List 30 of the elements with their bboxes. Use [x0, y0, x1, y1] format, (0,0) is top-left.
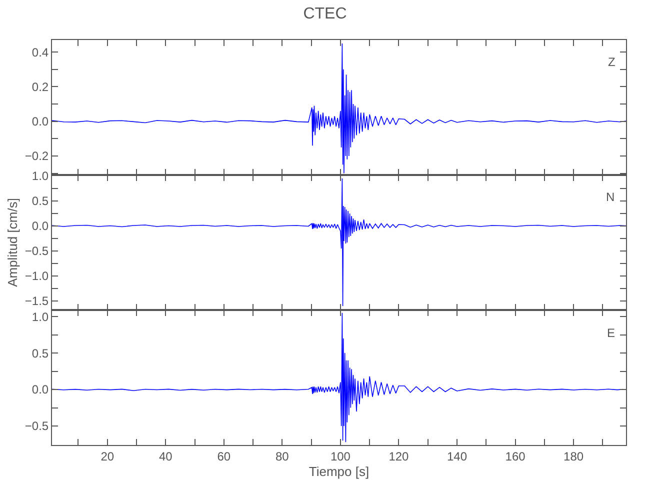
x-tick-label: 140	[446, 449, 468, 464]
y-tick-label: 0.4	[32, 45, 49, 60]
x-tick-label: 160	[505, 449, 526, 464]
y-tick-label: −0.5	[24, 244, 49, 258]
x-tick-label: 120	[388, 449, 410, 464]
x-tick-label: 20	[100, 449, 114, 464]
y-tick-label: −0.5	[24, 419, 49, 434]
y-tick-label: −1.5	[24, 294, 49, 308]
x-tick-label: 180	[564, 449, 584, 464]
x-tick-label: 60	[217, 449, 231, 464]
x-tick-label: 80	[276, 449, 290, 464]
y-tick-label: −1.0	[24, 269, 49, 284]
annotation: N	[606, 190, 615, 204]
y-tick-label: 1.0	[32, 169, 49, 184]
annotation: E	[607, 326, 616, 340]
x-tick-label: 100	[330, 449, 351, 464]
y-tick-label: −0.2	[24, 149, 49, 164]
x-tick-label: 40	[158, 449, 173, 464]
y-tick-label: 1.0	[32, 310, 49, 324]
y-tick-label: 0.0	[32, 219, 49, 234]
y-tick-label: 0.2	[32, 80, 49, 94]
y-tick-label: 0.5	[32, 194, 49, 208]
chart-title: CTEC	[303, 6, 347, 23]
y-tick-label: 0.5	[32, 346, 49, 360]
line-series	[52, 178, 626, 306]
annotation: Z	[608, 55, 616, 69]
y-tick-label: 0.0	[32, 382, 49, 397]
y-axis-title: Amplitud [cm/s]	[4, 198, 20, 287]
x-axis-title: Tiempo [s]	[308, 464, 370, 479]
y-tick-label: 0.0	[32, 114, 49, 129]
